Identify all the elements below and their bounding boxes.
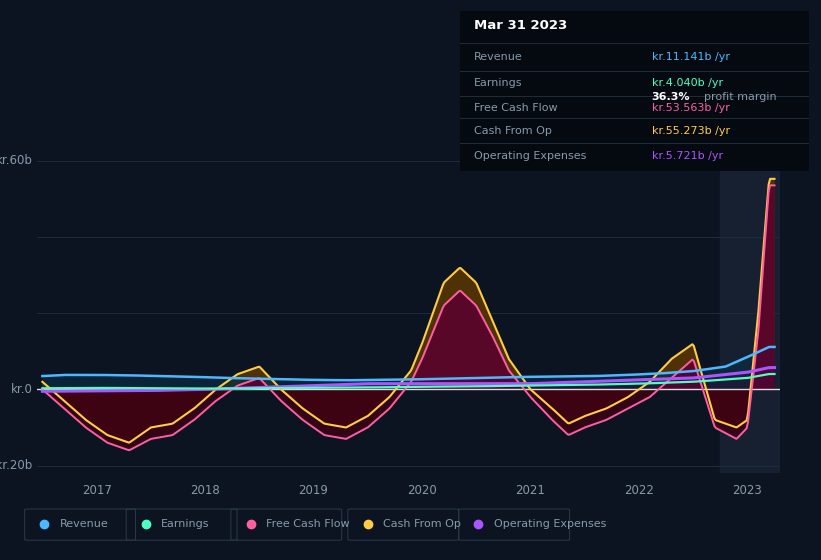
Text: Revenue: Revenue	[474, 52, 522, 62]
Text: 2019: 2019	[299, 484, 328, 497]
Text: Revenue: Revenue	[60, 519, 108, 529]
Text: profit margin: profit margin	[704, 92, 777, 102]
Text: 2023: 2023	[732, 484, 762, 497]
Text: kr.60b: kr.60b	[0, 155, 33, 167]
Text: -kr.20b: -kr.20b	[0, 459, 33, 472]
Text: 2021: 2021	[516, 484, 545, 497]
Text: kr.4.040b /yr: kr.4.040b /yr	[652, 78, 722, 88]
Text: Operating Expenses: Operating Expenses	[494, 519, 606, 529]
Bar	[720, 146, 780, 473]
Text: Earnings: Earnings	[474, 78, 522, 88]
Text: 36.3%: 36.3%	[652, 92, 690, 102]
Text: kr.53.563b /yr: kr.53.563b /yr	[652, 102, 730, 113]
Text: kr.55.273b /yr: kr.55.273b /yr	[652, 126, 730, 136]
Text: 2022: 2022	[624, 484, 654, 497]
Text: Mar 31 2023: Mar 31 2023	[474, 19, 567, 32]
Text: kr.5.721b /yr: kr.5.721b /yr	[652, 151, 722, 161]
Text: Free Cash Flow: Free Cash Flow	[266, 519, 350, 529]
Text: Cash From Op: Cash From Op	[383, 519, 461, 529]
Text: kr.0: kr.0	[11, 383, 33, 396]
Text: Operating Expenses: Operating Expenses	[474, 151, 586, 161]
Text: Cash From Op: Cash From Op	[474, 126, 552, 136]
Text: 2017: 2017	[81, 484, 112, 497]
Text: 2018: 2018	[190, 484, 220, 497]
Text: Earnings: Earnings	[161, 519, 210, 529]
Text: 2020: 2020	[407, 484, 437, 497]
Text: Free Cash Flow: Free Cash Flow	[474, 102, 557, 113]
Text: kr.11.141b /yr: kr.11.141b /yr	[652, 52, 730, 62]
